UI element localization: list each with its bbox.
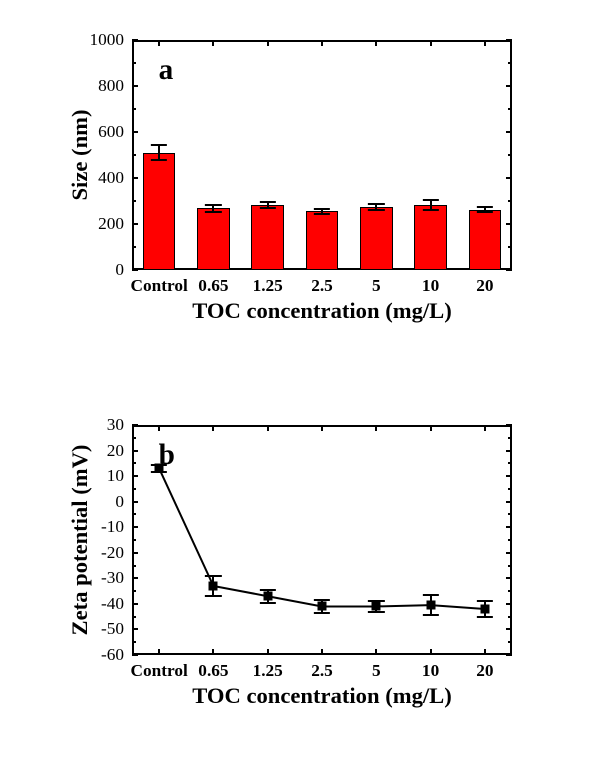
error-bar — [158, 145, 160, 160]
x-tick-label: 0.65 — [198, 661, 228, 681]
bar — [306, 211, 339, 270]
x-tick-label: 5 — [372, 276, 381, 296]
panel-a-x-title: TOC concentration (mg/L) — [132, 298, 512, 324]
y-tick-label: 30 — [69, 415, 124, 435]
x-tick-label: 20 — [476, 276, 493, 296]
y-tick-label: 0 — [69, 260, 124, 280]
panel-b: -60-50-40-30-20-100102030Control0.651.25… — [60, 405, 530, 725]
data-marker — [480, 605, 489, 614]
bar — [469, 210, 502, 270]
y-tick-label: 1000 — [69, 30, 124, 50]
x-tick-label: 0.65 — [198, 276, 228, 296]
data-marker — [318, 602, 327, 611]
data-marker — [426, 601, 435, 610]
x-tick-label: 1.25 — [253, 276, 283, 296]
panel-b-plot-area: -60-50-40-30-20-100102030Control0.651.25… — [132, 425, 512, 655]
panel-a-label: a — [159, 54, 174, 87]
data-marker — [263, 592, 272, 601]
figure: 02004006008001000Control0.651.252.551020… — [0, 0, 592, 763]
x-tick-label: 10 — [422, 276, 439, 296]
panel-b-x-title: TOC concentration (mg/L) — [132, 683, 512, 709]
x-tick-label: 20 — [476, 661, 493, 681]
x-tick-label: 2.5 — [311, 276, 333, 296]
data-marker — [372, 602, 381, 611]
y-tick-label: 800 — [69, 76, 124, 96]
panel-b-y-title: Zeta potential (mV) — [67, 445, 93, 636]
panel-a: 02004006008001000Control0.651.252.551020… — [60, 20, 530, 335]
bar — [251, 205, 284, 270]
y-tick-label: -60 — [69, 645, 124, 665]
data-marker — [209, 582, 218, 591]
panel-a-plot-area: 02004006008001000Control0.651.252.551020 — [132, 40, 512, 270]
x-tick-label: 5 — [372, 661, 381, 681]
bar — [197, 208, 230, 270]
panel-a-y-title: Size (nm) — [67, 109, 93, 200]
x-tick-label: Control — [130, 661, 187, 681]
y-tick-label: 200 — [69, 214, 124, 234]
x-tick-label: 10 — [422, 661, 439, 681]
bar — [414, 205, 447, 270]
x-tick-label: 2.5 — [311, 661, 333, 681]
series-line — [132, 425, 512, 655]
bar — [143, 153, 176, 270]
x-tick-label: Control — [130, 276, 187, 296]
x-tick-label: 1.25 — [253, 661, 283, 681]
bar — [360, 207, 393, 270]
panel-b-label: b — [159, 439, 175, 472]
